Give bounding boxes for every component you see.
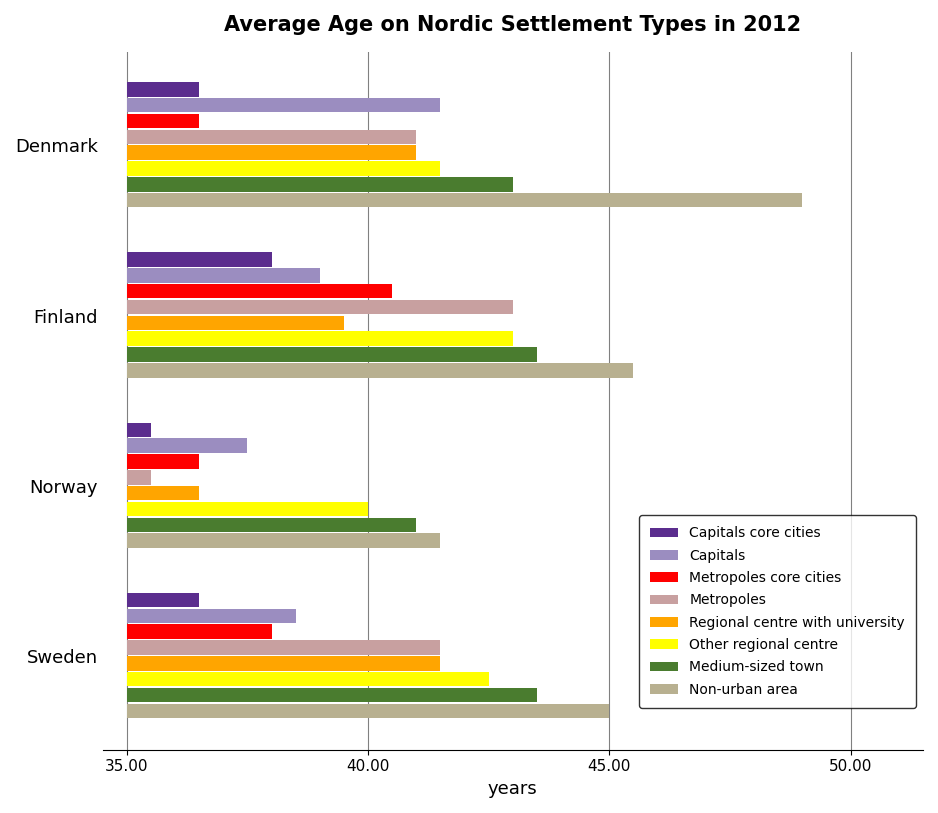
Bar xyxy=(127,82,199,97)
Bar xyxy=(127,454,199,468)
Bar xyxy=(127,593,199,607)
Bar xyxy=(127,703,610,718)
Bar xyxy=(127,129,416,144)
Bar xyxy=(127,656,441,671)
Bar xyxy=(127,146,416,160)
Bar xyxy=(127,193,802,207)
X-axis label: years: years xyxy=(488,780,537,798)
Bar xyxy=(127,688,537,702)
Title: Average Age on Nordic Settlement Types in 2012: Average Age on Nordic Settlement Types i… xyxy=(224,15,801,35)
Bar xyxy=(127,438,248,453)
Bar xyxy=(127,284,392,298)
Bar xyxy=(127,114,199,128)
Bar xyxy=(127,252,272,267)
Bar xyxy=(127,609,295,623)
Bar xyxy=(127,300,513,315)
Bar xyxy=(127,502,368,516)
Bar xyxy=(127,533,441,548)
Bar xyxy=(127,332,513,346)
Bar xyxy=(127,624,272,639)
Bar xyxy=(127,177,513,192)
Bar xyxy=(127,98,441,112)
Bar xyxy=(127,672,489,686)
Bar xyxy=(127,423,151,437)
Bar xyxy=(127,363,633,377)
Bar xyxy=(127,268,320,283)
Bar xyxy=(127,161,441,176)
Legend: Capitals core cities, Capitals, Metropoles core cities, Metropoles, Regional cen: Capitals core cities, Capitals, Metropol… xyxy=(640,515,916,708)
Bar xyxy=(127,486,199,500)
Bar xyxy=(127,347,537,362)
Bar xyxy=(127,315,344,330)
Bar xyxy=(127,518,416,532)
Bar xyxy=(127,470,151,485)
Bar xyxy=(127,641,441,654)
